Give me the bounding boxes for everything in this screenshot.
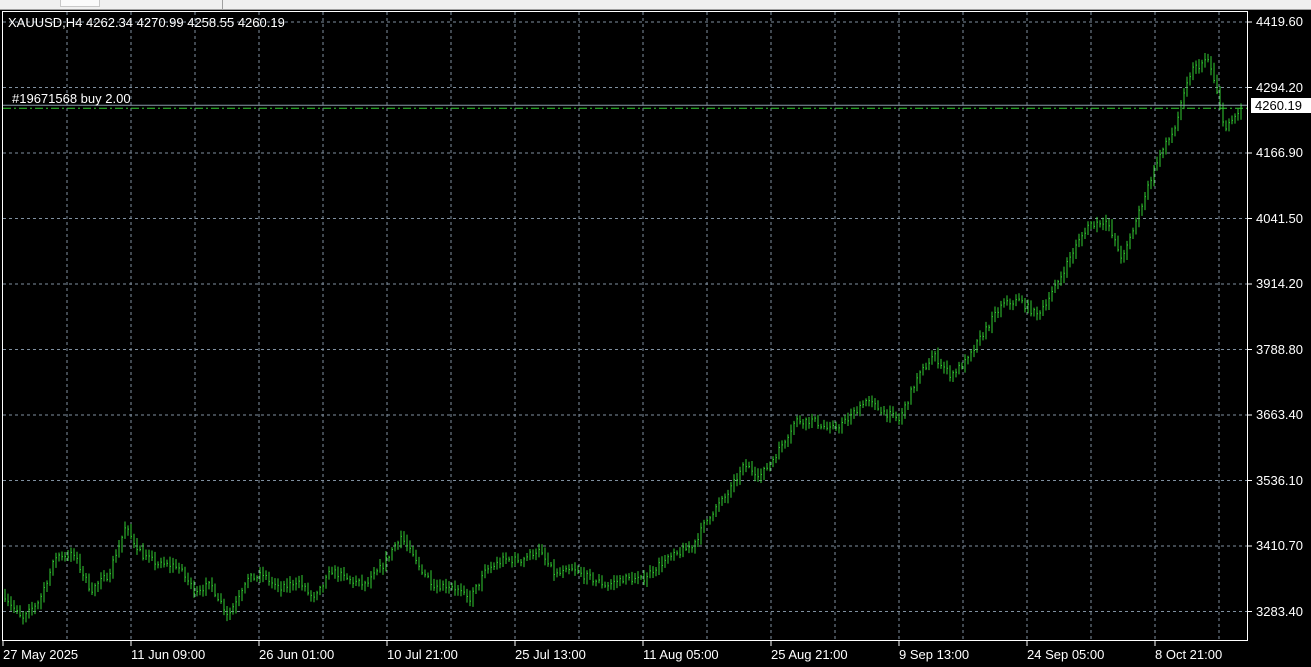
order-label: #19671568 buy 2.00	[12, 91, 131, 106]
window-tab-strip	[0, 0, 1311, 10]
chart-plot-area	[2, 11, 1248, 641]
chart-tab[interactable]	[60, 0, 100, 7]
x-tick-label: 11 Aug 05:00	[643, 647, 719, 662]
x-tick-label: 10 Jul 21:00	[387, 647, 458, 662]
x-tick-label: 9 Sep 13:00	[899, 647, 970, 662]
x-tick-label: 11 Jun 09:00	[131, 647, 206, 662]
y-tick-label: 3536.10	[1256, 472, 1303, 488]
y-tick-label: 4166.90	[1256, 145, 1303, 160]
y-tick-label: 3410.70	[1256, 538, 1303, 553]
y-tick-label: 3663.40	[1256, 407, 1303, 422]
y-tick-label: 3788.80	[1256, 341, 1303, 357]
symbol-ohlc-header: XAUUSD,H4 4262.34 4270.99 4258.55 4260.1…	[8, 15, 285, 30]
tab-separator	[222, 0, 223, 9]
y-tick-label: 4294.20	[1256, 79, 1303, 95]
y-tick-label: 3283.40	[1256, 603, 1303, 619]
x-tick-label: 25 Jul 13:00	[515, 647, 586, 662]
x-tick-label: 24 Sep 05:00	[1027, 647, 1105, 662]
x-tick-label: 27 May 2025	[3, 647, 79, 662]
x-tick-label: 26 Jun 01:00	[259, 647, 335, 662]
current-price-label: 4260.19	[1251, 98, 1311, 114]
x-tick-label: 8 Oct 21:00	[1155, 647, 1223, 662]
y-tick-label: 4041.50	[1256, 210, 1303, 226]
x-tick-label: 25 Aug 21:00	[771, 647, 848, 662]
y-tick-label: 4419.60	[1256, 14, 1303, 29]
y-tick-label: 3914.20	[1256, 276, 1303, 291]
